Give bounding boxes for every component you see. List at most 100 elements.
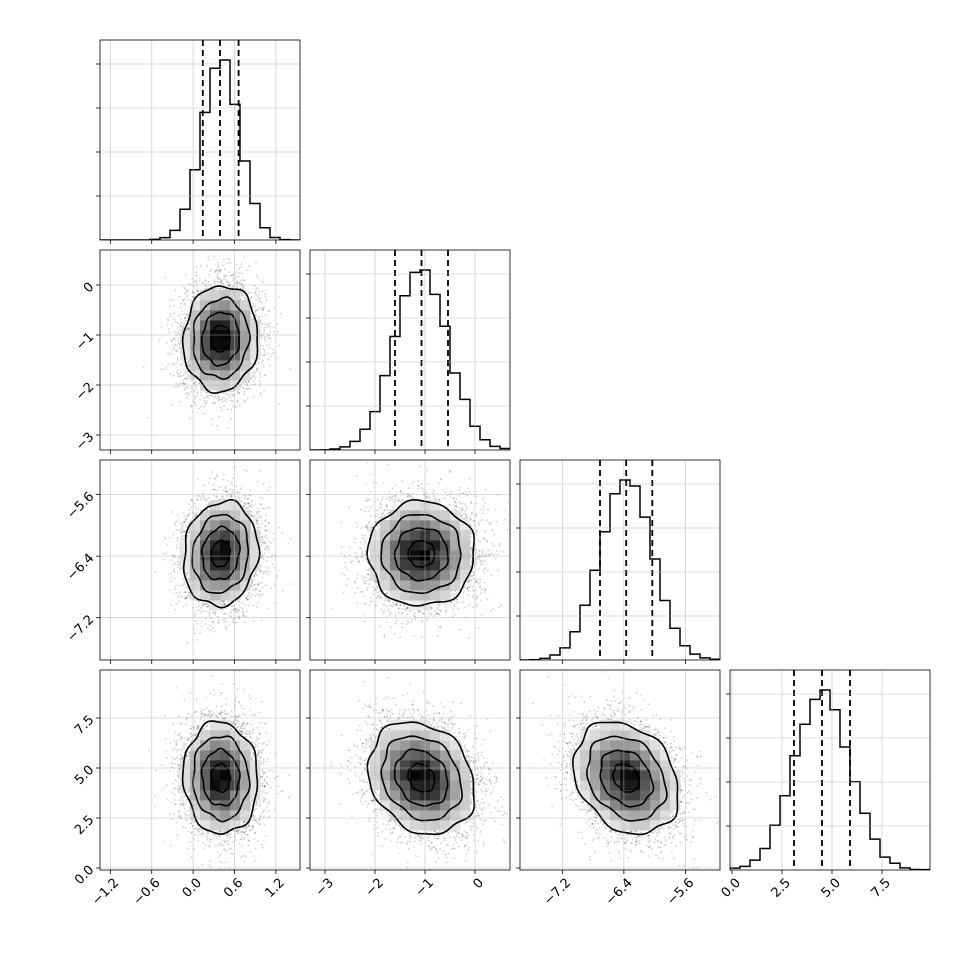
sample-point (228, 285, 231, 287)
sample-point (232, 274, 235, 276)
sample-point (180, 302, 183, 305)
sample-point (180, 321, 183, 324)
sample-point (217, 273, 219, 275)
sample-point (169, 299, 172, 302)
sample-point (215, 269, 217, 272)
sample-point (210, 418, 213, 421)
sample-point (182, 368, 185, 371)
sample-point (222, 287, 224, 290)
sample-point (263, 354, 266, 357)
sample-point (266, 332, 269, 335)
sample-point (182, 300, 185, 303)
sample-point (224, 268, 226, 271)
sample-point (259, 300, 261, 303)
sample-point (217, 395, 220, 398)
sample-point (262, 344, 264, 347)
sample-point (236, 391, 239, 393)
sample-point (236, 281, 239, 284)
sample-point (183, 389, 186, 391)
sample-point (250, 312, 253, 315)
sample-point (198, 297, 201, 299)
sample-point (179, 306, 182, 309)
sample-point (243, 256, 246, 259)
sample-point (227, 393, 230, 396)
sample-point (261, 323, 264, 325)
sample-point (183, 361, 185, 363)
sample-point (254, 314, 257, 316)
sample-point (219, 269, 222, 272)
sample-point (240, 279, 243, 282)
sample-point (248, 291, 250, 294)
sample-point (216, 277, 219, 279)
sample-point (196, 289, 199, 292)
sample-point (268, 337, 271, 339)
sample-point (173, 338, 176, 340)
sample-point (205, 285, 207, 288)
sample-point (216, 268, 218, 271)
sample-point (178, 375, 181, 378)
sample-point (257, 296, 260, 298)
sample-point (226, 393, 228, 396)
sample-point (207, 255, 210, 258)
sample-point (175, 349, 177, 352)
sample-point (186, 376, 188, 379)
sample-point (172, 374, 175, 377)
sample-point (182, 382, 185, 385)
sample-point (183, 377, 186, 380)
sample-point (187, 385, 189, 388)
sample-point (276, 323, 279, 325)
sample-point (263, 306, 265, 309)
sample-point (193, 382, 196, 385)
sample-point (269, 325, 272, 328)
sample-point (254, 310, 257, 312)
sample-point (259, 393, 262, 396)
sample-point (257, 290, 260, 292)
sample-point (203, 397, 206, 399)
sample-point (260, 315, 263, 318)
sample-point (231, 286, 234, 289)
sample-point (179, 400, 181, 403)
sample-point (165, 342, 168, 344)
sample-point (241, 381, 244, 384)
sample-point (204, 279, 207, 282)
sample-point (251, 307, 254, 309)
sample-point (261, 364, 264, 366)
sample-point (254, 375, 257, 378)
sample-point (213, 401, 216, 404)
sample-point (240, 266, 242, 269)
sample-point (245, 381, 248, 384)
sample-point (179, 382, 181, 385)
sample-point (259, 376, 262, 378)
sample-point (249, 387, 252, 390)
sample-point (237, 275, 240, 277)
sample-point (182, 313, 185, 315)
sample-point (254, 292, 257, 295)
sample-point (264, 296, 267, 298)
sample-point (183, 322, 186, 324)
sample-point (173, 386, 176, 388)
sample-point (217, 276, 220, 278)
sample-point (257, 361, 260, 364)
sample-point (257, 277, 259, 279)
sample-point (258, 306, 261, 308)
sample-point (232, 277, 235, 280)
sample-point (222, 282, 225, 285)
sample-point (227, 390, 230, 393)
sample-point (182, 299, 185, 301)
sample-point (176, 371, 179, 374)
sample-point (230, 390, 233, 393)
sample-point (176, 357, 179, 360)
sample-point (242, 387, 245, 389)
sample-point (244, 297, 247, 300)
sample-point (181, 310, 184, 312)
sample-point (217, 395, 220, 398)
sample-point (205, 401, 208, 404)
sample-point (254, 305, 257, 307)
sample-point (223, 274, 226, 277)
sample-point (187, 328, 190, 331)
sample-point (260, 336, 263, 338)
sample-point (224, 288, 227, 291)
sample-point (184, 377, 187, 380)
sample-point (226, 408, 229, 411)
